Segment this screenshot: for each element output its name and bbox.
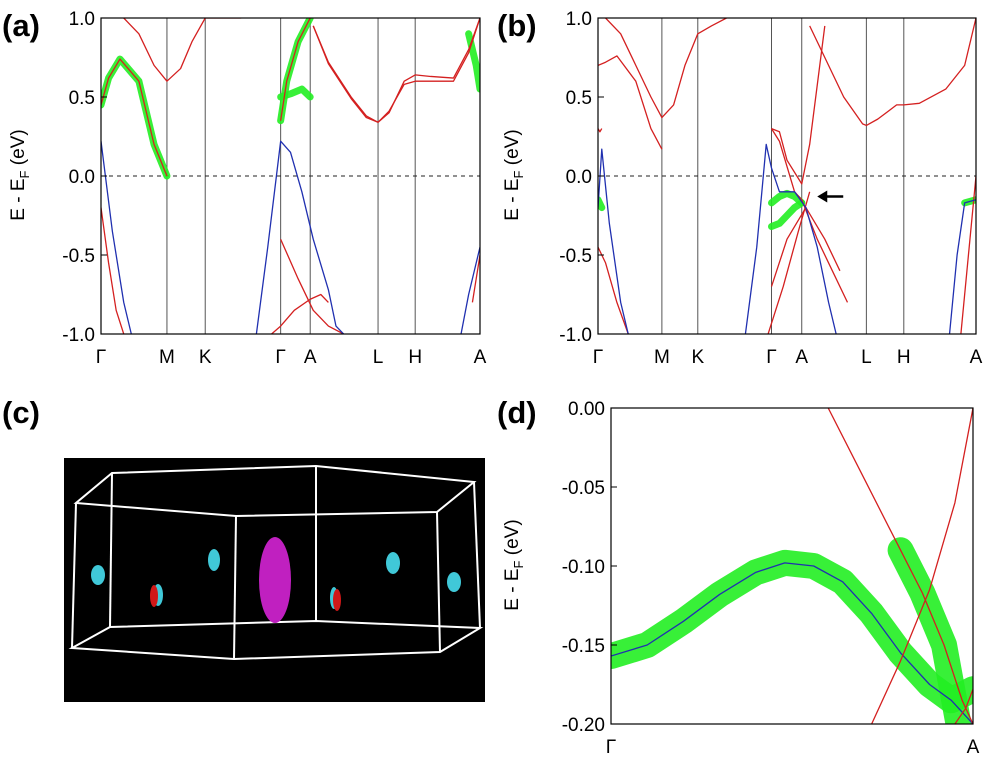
band-b-red-7 (598, 246, 629, 334)
band-a-red-5 (312, 18, 480, 123)
band-a-red-1 (101, 58, 168, 177)
band-b-blue-3 (948, 199, 976, 334)
band-b-red-2 (605, 18, 727, 119)
band-b-red-10 (960, 175, 976, 334)
pocket-cyan-3 (386, 552, 400, 574)
band-structure-a: -1.0-0.50.00.51.0Γ M K Γ A L H A (62, 9, 486, 368)
ytick-label-a-4: 1.0 (69, 9, 95, 30)
kpoint-label-a-4: A (304, 347, 317, 368)
projection-band-a-2 (277, 85, 314, 101)
band-d-red-steep (827, 408, 973, 724)
ytick-label-b-0: -1.0 (559, 325, 592, 346)
projection-band-a-3 (465, 30, 480, 93)
kpoint-label-b-6: H (897, 347, 911, 368)
band-b-red-5 (770, 128, 849, 303)
ytick-label-a-1: -0.5 (62, 246, 95, 267)
band-b-blue-2 (744, 143, 837, 334)
fermi-pockets (91, 537, 461, 623)
annotation-arrowhead-b (817, 190, 828, 203)
pocket-red-1 (150, 585, 158, 607)
pocket-cyan-4 (447, 572, 461, 592)
kpoint-label-a-7: A (474, 347, 487, 368)
band-b-red-6 (809, 18, 976, 127)
ylabel-b: E - EF (eV) (502, 129, 526, 220)
ytick-label-b-3: 0.5 (566, 88, 592, 109)
kpoint-label-a-5: L (373, 347, 384, 368)
band-b-red-4 (771, 25, 826, 185)
band-a-red-9 (471, 254, 480, 303)
band-a-red-6 (101, 207, 125, 334)
plot-area-d: -0.20 -0.15 -0.10 -0.05 0.00 Γ A (562, 399, 980, 758)
kpoint-label-b-0: Γ (593, 347, 603, 368)
kpoint-label-b-7: A (970, 347, 983, 368)
ytick-label-d-3: -0.05 (562, 478, 605, 499)
kpoint-label-b-3: Γ (766, 347, 776, 368)
kpoint-label-d-1: A (967, 737, 980, 758)
band-a-blue-1 (101, 141, 132, 334)
ytick-label-d-4: 0.00 (568, 399, 605, 420)
ytick-label-a-3: 0.5 (69, 88, 95, 109)
kpoint-label-b-1: M (654, 347, 670, 368)
ytick-label-b-1: -0.5 (559, 246, 592, 267)
band-zoom-d: -0.20 -0.15 -0.10 -0.05 0.00 Γ A (562, 399, 980, 758)
plot-area-b: -1.0-0.50.00.51.0Γ M K Γ A L H A (559, 9, 982, 368)
band-a-red-2 (123, 18, 242, 82)
band-structure-b: -1.0-0.50.00.51.0Γ M K Γ A L H A (559, 9, 982, 368)
pocket-cyan-2 (208, 549, 220, 571)
ytick-label-a-2: 0.0 (69, 167, 95, 188)
plot-area-a: -1.0-0.50.00.51.0Γ M K Γ A L H A (62, 9, 486, 368)
band-a-red-3 (280, 18, 311, 121)
band-a-red-4 (312, 18, 480, 123)
pocket-red-2 (333, 589, 341, 611)
kpoint-label-a-3: Γ (275, 347, 285, 368)
kpoint-label-b-4: A (795, 347, 808, 368)
band-d-red-cross (871, 408, 973, 724)
projection-band-b-2 (768, 199, 806, 231)
ylabel-d: E - EF (eV) (502, 519, 526, 610)
band-a-red-7 (280, 238, 344, 334)
kpoint-label-d-0: Γ (606, 737, 616, 758)
kpoint-label-a-0: Γ (96, 347, 106, 368)
band-a-blue-2 (255, 140, 345, 334)
panel-label-a: (a) (2, 8, 40, 43)
band-d-red-return (954, 689, 973, 724)
band-a-red-8 (271, 293, 329, 334)
fermi-surface-render (64, 458, 485, 702)
ytick-label-b-4: 1.0 (566, 9, 592, 30)
kpoint-label-b-5: L (861, 347, 872, 368)
ylabel-a: E - EF (eV) (8, 129, 32, 220)
kpoint-label-a-1: M (159, 347, 175, 368)
band-b-red-3 (598, 128, 603, 133)
kpoint-label-b-2: K (691, 347, 704, 368)
panel-label-c: (c) (2, 395, 40, 430)
band-b-red-9 (767, 191, 811, 334)
ytick-label-b-2: 0.0 (566, 167, 592, 188)
ytick-label-d-2: -0.10 (562, 557, 605, 578)
band-b-blue-1 (598, 148, 629, 334)
bz-edges (68, 464, 484, 661)
kpoint-label-a-2: K (199, 347, 212, 368)
panel-label-b: (b) (497, 8, 537, 43)
pocket-cyan-1 (91, 565, 105, 585)
band-d-blue-band (611, 562, 973, 724)
pocket-magenta (259, 537, 291, 623)
ytick-label-d-1: -0.15 (562, 636, 605, 657)
band-b-red-1 (598, 55, 663, 150)
kpoint-label-a-6: H (408, 347, 422, 368)
ytick-label-a-0: -1.0 (62, 325, 95, 346)
projection-band-a-1 (277, 18, 314, 125)
projection-band-b-1 (768, 189, 806, 207)
band-a-blue-3 (460, 246, 480, 334)
panel-label-d: (d) (497, 395, 537, 430)
ytick-label-d-0: -0.20 (562, 715, 605, 736)
projection-band-a-0 (101, 55, 171, 180)
